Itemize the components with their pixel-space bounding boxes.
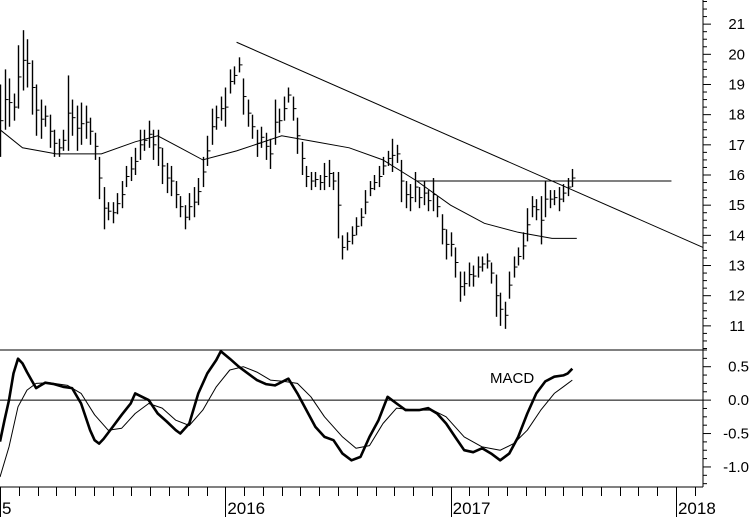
- moving-average-line: [0, 129, 577, 239]
- x-axis: 5 2016 2017 2018: [0, 486, 716, 518]
- macd-panel: -1.0 -0.5 0.0 0.5 MACD: [0, 349, 749, 485]
- price-axis-tick-label: 12: [728, 288, 745, 305]
- macd-axis-tick-label: -0.5: [723, 426, 749, 443]
- price-axis-tick-label: 21: [728, 16, 745, 33]
- x-axis-year-label: 2016: [227, 499, 265, 518]
- macd-axis-tick-label: 0.5: [728, 359, 749, 376]
- macd-axis-tick-label: 0.0: [728, 392, 749, 409]
- downtrend-line: [236, 41, 704, 248]
- x-axis-year-label: 5: [2, 499, 11, 518]
- macd-line: [0, 349, 574, 462]
- price-axis-tick-label: 15: [728, 197, 745, 214]
- price-axis-tick-label: 16: [728, 167, 745, 184]
- macd-signal-line: [0, 366, 573, 478]
- price-axis-tick-label: 20: [728, 46, 745, 63]
- price-panel: 11 12 13 14 15 16 17 18 19 20 21: [0, 0, 745, 487]
- price-axis-tick-label: 18: [728, 107, 745, 124]
- price-axis-tick-label: 19: [728, 76, 745, 93]
- macd-title: MACD: [490, 370, 534, 387]
- macd-axis-tick-label: -1.0: [723, 459, 749, 476]
- price-axis-tick-label: 17: [728, 137, 745, 154]
- price-axis-tick-label: 13: [728, 258, 745, 275]
- price-axis-tick-label: 11: [729, 318, 745, 335]
- x-axis-year-label: 2017: [453, 499, 491, 518]
- price-axis-tick-label: 14: [728, 227, 745, 244]
- x-axis-year-label: 2018: [678, 499, 716, 518]
